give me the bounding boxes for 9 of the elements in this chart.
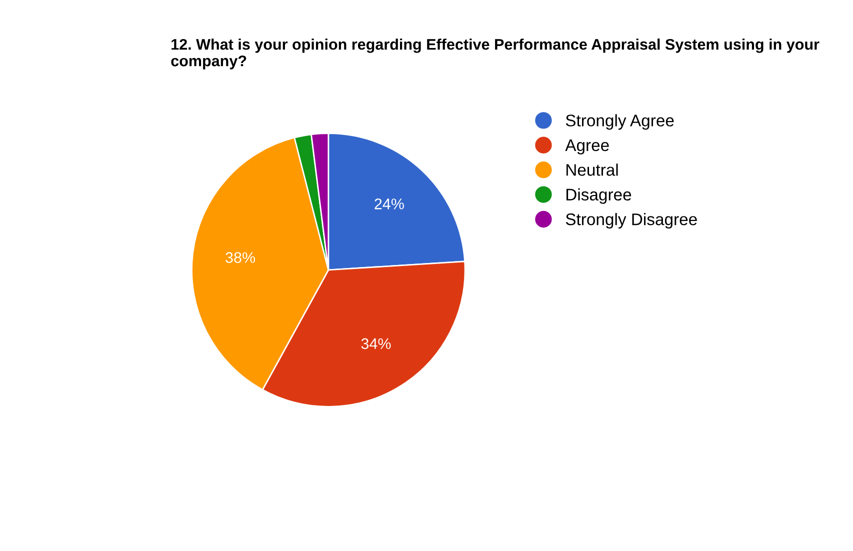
legend-label: Neutral xyxy=(566,164,618,176)
chart-title: 12. What is your opinion regarding Effective Performance Appraisal System using in your company? xyxy=(171,38,820,70)
legend-label: Disagree xyxy=(566,188,632,204)
data-label: 38% xyxy=(226,252,256,263)
legend-label: Agree xyxy=(565,139,609,154)
data-label: 24% xyxy=(374,198,404,210)
data-label: 34% xyxy=(361,338,391,350)
legend-label: Strongly Agree xyxy=(566,114,674,130)
legend-label: Strongly Disagree xyxy=(566,212,697,229)
